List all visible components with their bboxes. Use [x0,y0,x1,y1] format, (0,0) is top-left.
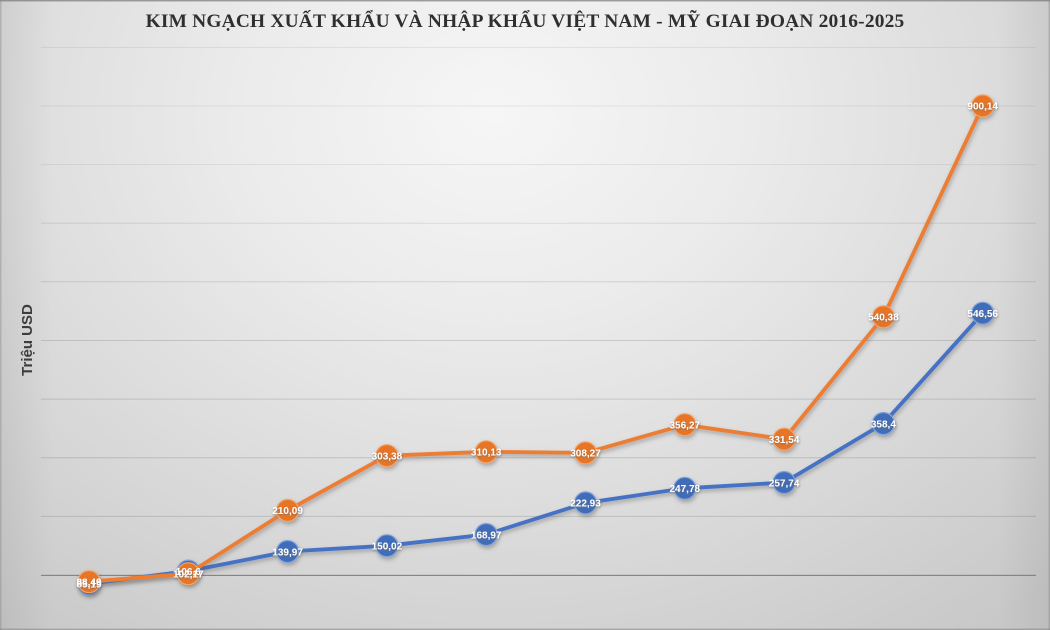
svg-text:358,4: 358,4 [871,419,896,430]
svg-text:139,97: 139,97 [272,547,303,558]
svg-text:150,02: 150,02 [372,542,403,553]
svg-text:168,97: 168,97 [471,530,502,541]
svg-text:308,27: 308,27 [570,449,601,460]
svg-text:257,74: 257,74 [769,478,800,489]
svg-text:210,09: 210,09 [272,506,303,517]
svg-text:106,6: 106,6 [176,567,201,578]
svg-text:85,19: 85,19 [76,580,101,591]
svg-text:356,27: 356,27 [670,421,701,432]
svg-text:331,54: 331,54 [769,435,800,446]
svg-text:546,56: 546,56 [967,309,998,320]
svg-text:540,38: 540,38 [868,313,899,324]
svg-text:102,17: 102,17 [173,570,204,581]
svg-text:900,14: 900,14 [967,102,998,113]
svg-text:247,78: 247,78 [670,484,701,495]
svg-text:88,49: 88,49 [76,578,101,589]
svg-text:222,93: 222,93 [570,499,601,510]
svg-text:303,38: 303,38 [372,452,403,463]
svg-text:310,13: 310,13 [471,448,502,459]
